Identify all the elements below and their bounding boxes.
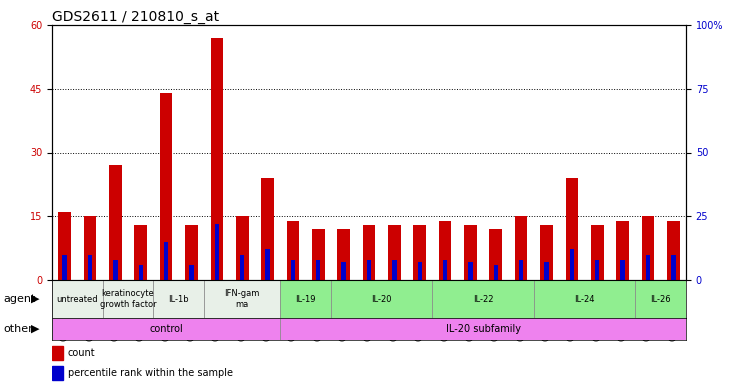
Bar [52,318,280,340]
Text: IL-20: IL-20 [371,295,392,303]
Text: IL-24: IL-24 [574,295,595,303]
Bar [291,260,295,280]
Bar [534,280,635,318]
Text: IL-26: IL-26 [650,295,671,303]
Bar [519,260,523,280]
Text: IFN-gam
ma: IFN-gam ma [224,289,260,309]
Bar [210,38,223,280]
Bar [515,216,528,280]
Bar [621,260,625,280]
Text: percentile rank within the sample: percentile rank within the sample [68,368,233,378]
Text: IL-20 subfamily: IL-20 subfamily [446,324,520,334]
Bar [641,216,655,280]
Bar [646,255,650,280]
Bar [362,225,376,280]
Bar [540,225,553,280]
Bar [468,262,472,280]
Bar [438,220,452,280]
Bar [331,280,432,318]
Bar [240,255,244,280]
Bar [286,220,300,280]
Bar [164,242,168,280]
Bar [591,225,604,280]
Bar [312,229,325,280]
Text: GDS2611 / 210810_s_at: GDS2611 / 210810_s_at [52,10,219,24]
Bar [392,260,396,280]
Bar [154,280,204,318]
Bar [342,262,346,280]
Bar [570,249,574,280]
Text: keratinocyte
growth factor: keratinocyte growth factor [100,289,156,309]
Bar [204,280,280,318]
Bar [63,255,67,280]
Bar [432,280,534,318]
Text: agent: agent [3,294,35,304]
Bar [109,165,122,280]
Bar [52,366,63,380]
Bar [280,318,686,340]
Bar [83,216,97,280]
Bar [139,265,143,280]
Bar [671,255,675,280]
Bar [52,346,63,360]
Text: untreated: untreated [57,295,98,303]
Bar [443,260,447,280]
Bar [367,260,371,280]
Bar [667,220,680,280]
Bar [261,178,274,280]
Bar [635,280,686,318]
Text: ▶: ▶ [31,324,39,334]
Text: control: control [149,324,183,334]
Bar [88,255,92,280]
Bar [160,93,173,280]
Bar [565,178,578,280]
Bar [616,220,629,280]
Bar [134,225,147,280]
Bar [388,225,401,280]
Bar [58,212,71,280]
Bar [418,262,422,280]
Bar [185,225,198,280]
Bar [215,224,219,280]
Text: IL-19: IL-19 [295,295,316,303]
Bar [189,265,193,280]
Bar [545,262,549,280]
Text: other: other [3,324,32,334]
Text: ▶: ▶ [31,294,39,304]
Bar [316,260,320,280]
Bar [266,249,270,280]
Bar [52,280,103,318]
Text: IL-1b: IL-1b [168,295,189,303]
Bar [464,225,477,280]
Bar [494,265,498,280]
Text: count: count [68,348,95,358]
Bar [413,225,426,280]
Bar [113,260,117,280]
Bar [595,260,599,280]
Bar [337,229,350,280]
Text: IL-22: IL-22 [473,295,494,303]
Bar [280,280,331,318]
Bar [236,216,249,280]
Bar [103,280,154,318]
Bar [489,229,502,280]
